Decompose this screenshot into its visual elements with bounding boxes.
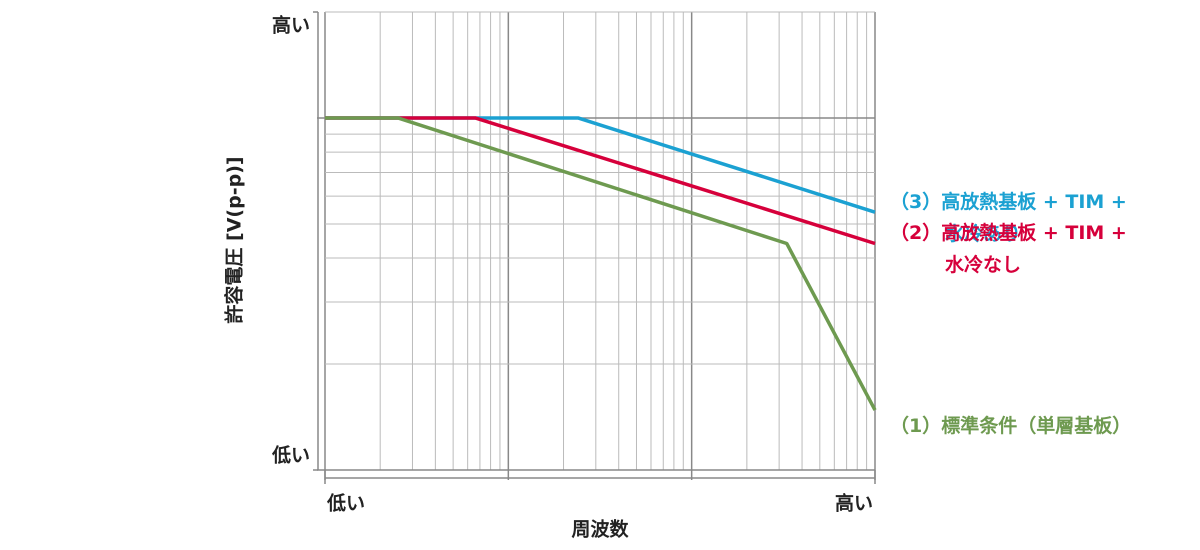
legend-label: （1）標準条件（単層基板）: [890, 415, 1132, 438]
y-tick-label: 高い: [272, 14, 310, 37]
x-axis-title: 周波数: [571, 518, 629, 541]
legend-label: （2）高放熱基板 + TIM + 水冷なし: [890, 222, 1127, 277]
x-tick-label: 低い: [326, 492, 365, 515]
legend-label: （3）高放熱基板 + TIM + 水冷あり: [890, 191, 1127, 246]
y-tick-label: 低い: [271, 444, 310, 467]
y-axis-title: 許容電圧 [V(p-p)]: [223, 156, 246, 323]
series-line: [325, 116, 877, 411]
x-tick-label: 高い: [835, 492, 873, 515]
series-line: [325, 116, 876, 246]
series-line: [325, 116, 876, 214]
